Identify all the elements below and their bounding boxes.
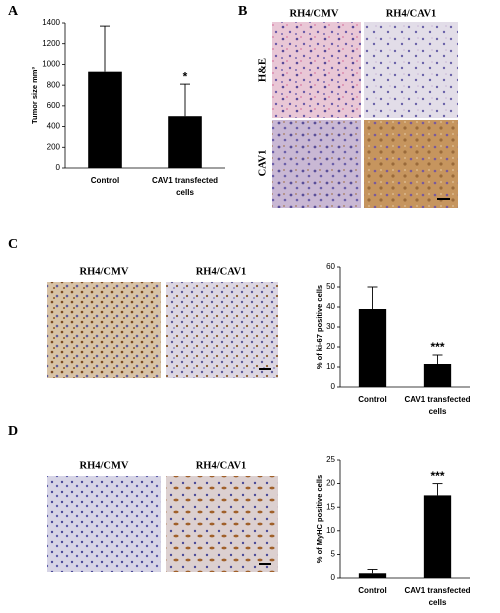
- y-tick-label: 1000: [42, 60, 60, 69]
- error-bar: [432, 354, 443, 364]
- x-tick-label: Control: [358, 395, 386, 404]
- y-tick-label: 5: [331, 550, 336, 559]
- y-tick-label: 400: [47, 122, 61, 131]
- y-tick-label: 20: [326, 479, 335, 488]
- x-tick-label: CAV1 transfected cells: [404, 395, 470, 416]
- error-bar: [367, 569, 378, 574]
- y-tick-label: 30: [326, 322, 335, 331]
- bar: [358, 309, 387, 387]
- y-tick-label: 0: [331, 573, 336, 582]
- micrograph: [166, 282, 278, 378]
- micrograph: [272, 22, 361, 118]
- bar: [358, 573, 387, 578]
- error-bar: [100, 25, 110, 72]
- annotation: ***: [430, 340, 444, 354]
- panel-label: B: [238, 4, 247, 19]
- y-tick-label: 10: [326, 362, 335, 371]
- y-tick-label: 600: [47, 101, 61, 110]
- annotation: ***: [430, 469, 444, 483]
- y-tick-label: 200: [47, 142, 61, 151]
- micrograph: [166, 476, 278, 572]
- panel-label: D: [8, 424, 18, 439]
- y-tick-label: 40: [326, 302, 335, 311]
- column-header: RH4/CAV1: [196, 460, 247, 471]
- bar: [423, 495, 452, 578]
- y-tick-label: 60: [326, 262, 335, 271]
- x-tick-label: CAV1 transfected cells: [404, 586, 470, 607]
- column-header: RH4/CMV: [80, 266, 129, 277]
- y-tick-label: 0: [56, 163, 61, 172]
- error-bar: [432, 483, 443, 496]
- y-tick-label: 20: [326, 342, 335, 351]
- micrograph: [272, 120, 361, 208]
- micrograph: [364, 22, 458, 118]
- y-tick-label: 15: [326, 502, 335, 511]
- row-header: CAV1: [257, 150, 268, 177]
- column-header: RH4/CMV: [80, 460, 129, 471]
- bar: [88, 71, 122, 168]
- y-tick-label: 50: [326, 282, 335, 291]
- column-header: RH4/CAV1: [196, 266, 247, 277]
- bar: [168, 116, 202, 168]
- y-tick-label: 25: [326, 455, 335, 464]
- column-header: RH4/CMV: [290, 8, 339, 19]
- error-bar: [367, 286, 378, 309]
- micrograph: [364, 120, 458, 208]
- y-axis-label: % of ki-67 positive cells: [315, 285, 324, 369]
- micrograph: [47, 476, 161, 572]
- y-tick-label: 0: [331, 382, 336, 391]
- y-tick-label: 800: [47, 80, 61, 89]
- y-tick-label: 1400: [42, 18, 60, 27]
- y-tick-label: 1200: [42, 39, 60, 48]
- x-tick-label: Control: [91, 176, 119, 185]
- panel-label: A: [8, 4, 19, 19]
- y-axis-label: % of MyHC positive cells: [315, 475, 324, 563]
- y-axis-label: Tumor size mm³: [30, 67, 39, 124]
- y-tick-label: 10: [326, 526, 335, 535]
- annotation: *: [183, 69, 188, 83]
- column-header: RH4/CAV1: [386, 8, 437, 19]
- x-tick-label: CAV1 transfected cells: [152, 176, 218, 197]
- row-header: H&E: [257, 58, 268, 82]
- error-bar: [180, 83, 190, 117]
- x-tick-label: Control: [358, 586, 386, 595]
- panel-label: C: [8, 237, 18, 252]
- micrograph: [47, 282, 161, 378]
- bar: [423, 364, 452, 387]
